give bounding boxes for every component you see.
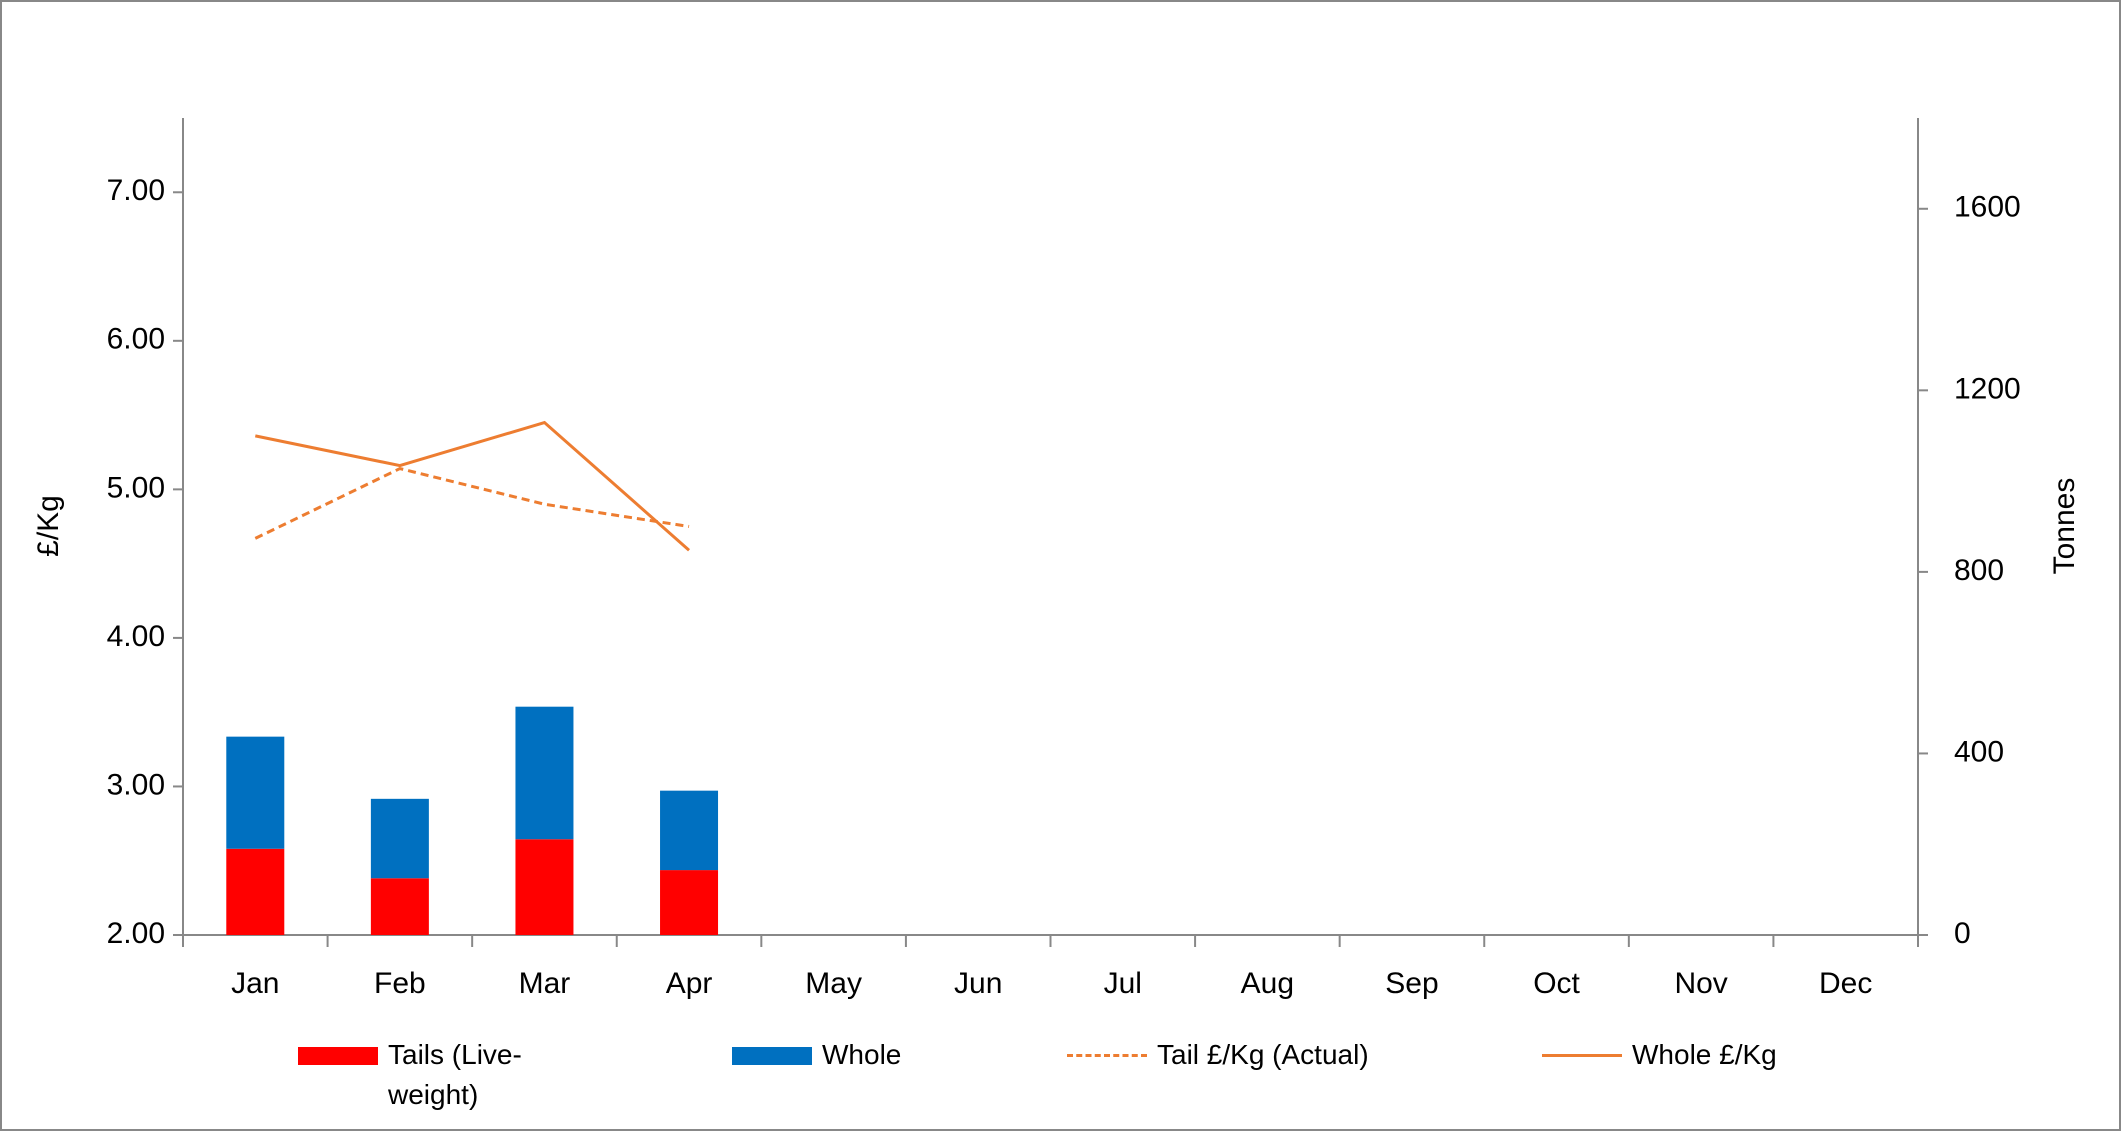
- y2-tick-label: 400: [1954, 735, 2004, 768]
- x-tick-label: Dec: [1819, 967, 1872, 1000]
- y-tick-label: 3.00: [107, 768, 165, 801]
- x-tick-label: Mar: [519, 967, 571, 1000]
- y2-axis-label: Tonnes: [2048, 478, 2081, 575]
- bar: [660, 870, 719, 935]
- y2-tick-label: 1200: [1954, 372, 2021, 405]
- line: [254, 466, 690, 540]
- bar: [660, 790, 719, 871]
- legend-swatch: [1067, 1054, 1147, 1057]
- bar: [515, 839, 574, 935]
- x-tick-label: Sep: [1385, 967, 1438, 1000]
- legend-item: Whole £/Kg: [1542, 1035, 1777, 1075]
- bar: [226, 848, 285, 935]
- legend-item: Whole: [732, 1035, 901, 1075]
- legend-item: Tail £/Kg (Actual): [1067, 1035, 1369, 1075]
- legend-swatch: [1542, 1054, 1622, 1057]
- legend-item: Tails (Live-weight): [298, 1035, 578, 1115]
- y2-tick-label: 1600: [1954, 191, 2021, 224]
- bar: [226, 736, 285, 849]
- legend-swatch: [298, 1047, 378, 1065]
- y-tick-label: 4.00: [107, 620, 165, 653]
- y-tick-label: 6.00: [107, 323, 165, 356]
- y-axis-label: £/Kg: [32, 495, 65, 557]
- legend-label: Whole £/Kg: [1632, 1039, 1777, 1070]
- y2-tick-label: 0: [1954, 917, 1971, 950]
- bar: [370, 798, 429, 879]
- bar: [515, 706, 574, 840]
- y-tick-label: 7.00: [107, 174, 165, 207]
- x-tick-label: Nov: [1674, 967, 1727, 1000]
- bar: [370, 878, 429, 935]
- x-tick-label: Jan: [231, 967, 279, 1000]
- x-tick-label: Feb: [374, 967, 426, 1000]
- legend-label: Whole: [822, 1039, 902, 1070]
- y-tick-label: 5.00: [107, 471, 165, 504]
- x-tick-label: Oct: [1533, 967, 1580, 1000]
- x-tick-label: Aug: [1241, 967, 1294, 1000]
- y-tick-label: 2.00: [107, 917, 165, 950]
- x-tick-label: Apr: [666, 967, 713, 1000]
- x-tick-label: May: [805, 967, 862, 1000]
- x-tick-label: Jun: [954, 967, 1002, 1000]
- legend-label: Tail £/Kg (Actual): [1157, 1039, 1369, 1070]
- line: [254, 420, 691, 552]
- legend-swatch: [732, 1047, 812, 1065]
- y2-tick-label: 800: [1954, 554, 2004, 587]
- x-tick-label: Jul: [1104, 967, 1142, 1000]
- legend-label: Tails (Live-weight): [388, 1039, 522, 1110]
